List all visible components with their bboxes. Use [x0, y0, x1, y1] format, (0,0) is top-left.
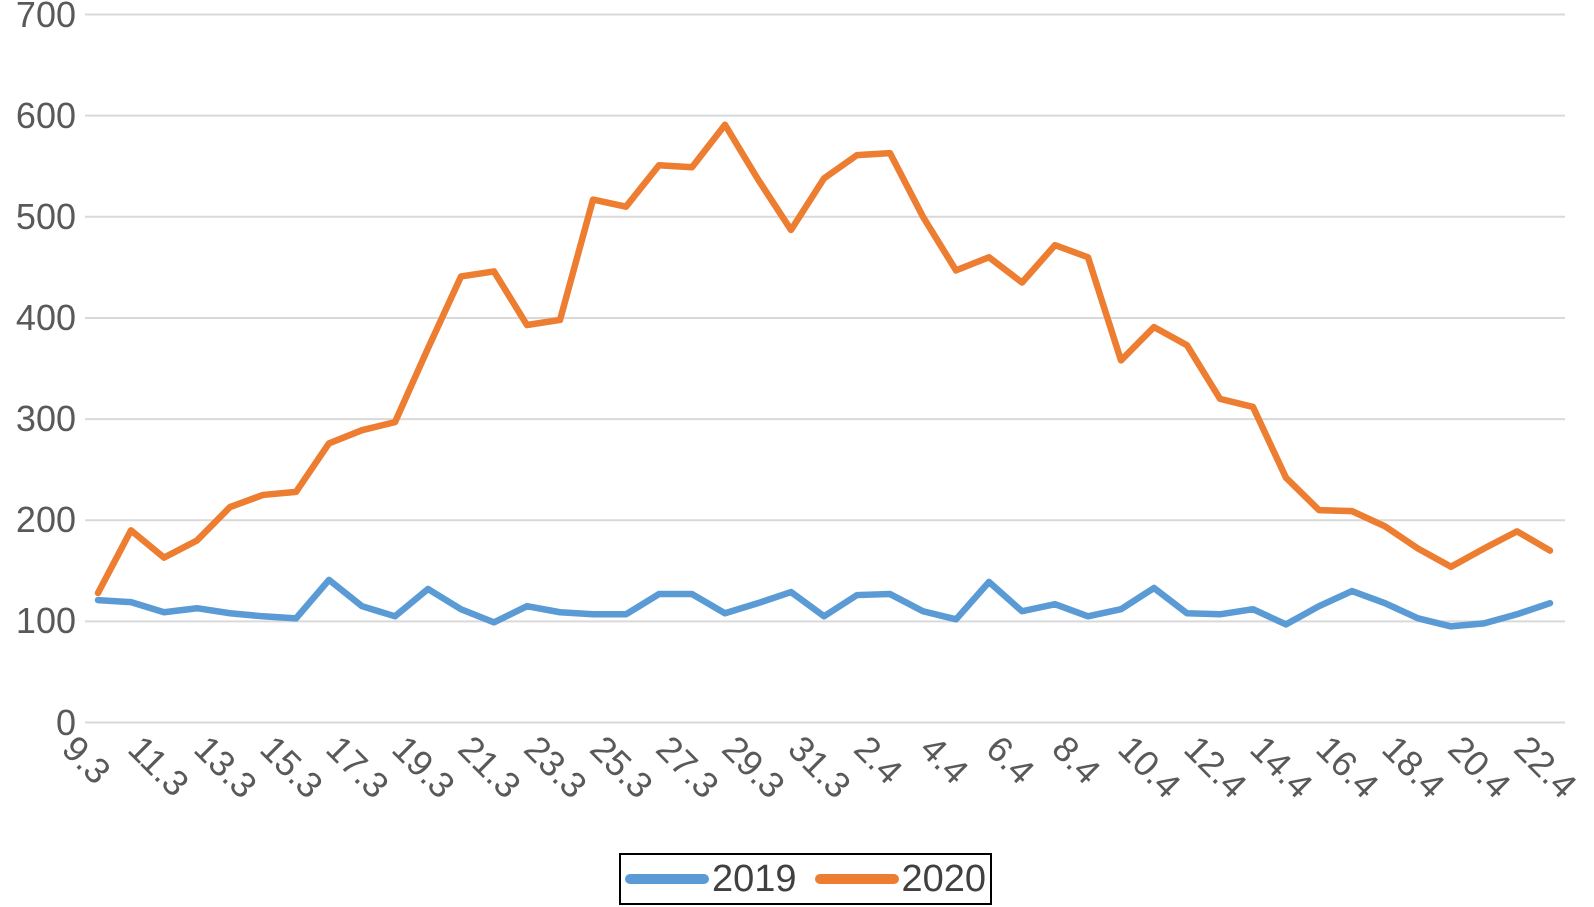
- y-axis-tick-label-200: 200: [15, 499, 76, 541]
- y-axis-tick-label-700: 700: [15, 0, 76, 35]
- legend-swatch-2019: [624, 874, 709, 884]
- legend-label-2020: 2020: [901, 857, 987, 900]
- y-axis-tick-label-0: 0: [55, 701, 76, 743]
- legend: 2019 2020: [619, 853, 992, 905]
- series-line-2019: [94, 576, 1554, 630]
- y-axis-tick-label-600: 600: [15, 94, 76, 136]
- y-axis-tick-label-300: 300: [15, 398, 76, 440]
- series-line-2020: [94, 121, 1554, 597]
- y-axis-tick-label-400: 400: [15, 296, 76, 338]
- y-axis-tick-label-500: 500: [15, 195, 76, 237]
- legend-item-2020: 2020: [814, 857, 987, 901]
- legend-swatch-2020: [814, 874, 899, 884]
- legend-item-2019: 2019: [624, 857, 797, 901]
- legend-label-2019: 2019: [711, 857, 797, 900]
- y-axis-tick-label-100: 100: [15, 600, 76, 642]
